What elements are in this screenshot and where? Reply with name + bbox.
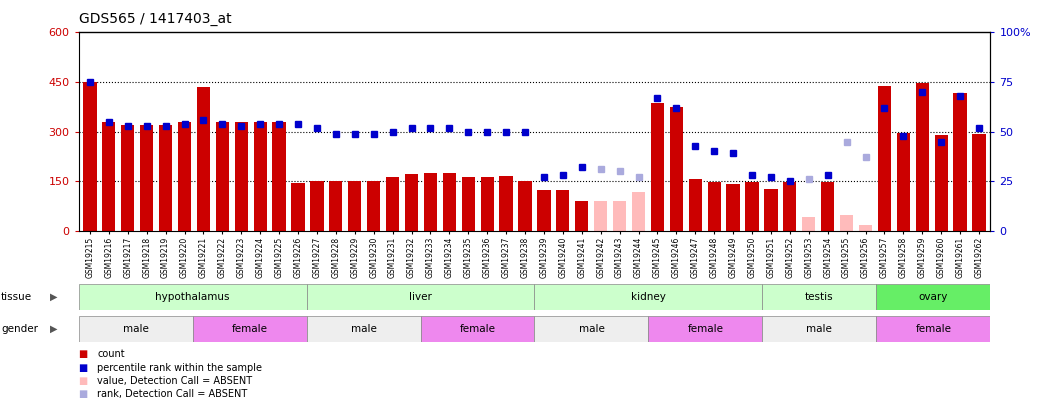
Text: female: female (687, 324, 723, 334)
Bar (707, 182, 721, 231)
Text: kidney: kidney (631, 292, 665, 302)
Bar (103, 122, 115, 231)
Bar (405, 174, 418, 231)
Bar (254, 122, 267, 231)
Bar (613, 201, 627, 231)
Text: male: male (123, 324, 149, 334)
Bar (876, 316, 990, 342)
Bar (178, 122, 191, 231)
Bar (538, 190, 550, 231)
Bar (140, 125, 153, 231)
Bar (575, 201, 588, 231)
Bar (310, 181, 324, 231)
Bar (386, 177, 399, 231)
Bar (420, 316, 534, 342)
Text: female: female (232, 324, 267, 334)
Bar (197, 87, 210, 231)
Text: ■: ■ (79, 390, 88, 399)
Text: female: female (915, 324, 952, 334)
Text: GDS565 / 1417403_at: GDS565 / 1417403_at (79, 12, 232, 26)
Text: ovary: ovary (919, 292, 948, 302)
Text: gender: gender (1, 324, 38, 334)
Text: hypothalamus: hypothalamus (155, 292, 230, 302)
Bar (534, 316, 649, 342)
Bar (859, 225, 872, 231)
Bar (272, 122, 286, 231)
Text: male: male (351, 324, 376, 334)
Text: male: male (807, 324, 832, 334)
Bar (556, 190, 569, 231)
Bar (651, 102, 664, 231)
Bar (916, 83, 929, 231)
Bar (235, 122, 248, 231)
Text: value, Detection Call = ABSENT: value, Detection Call = ABSENT (97, 376, 253, 386)
Bar (329, 181, 343, 231)
Text: tissue: tissue (1, 292, 32, 302)
Bar (649, 316, 762, 342)
Bar (876, 284, 990, 310)
Bar (840, 215, 853, 231)
Bar (897, 133, 910, 231)
Bar (973, 134, 985, 231)
Bar (348, 181, 362, 231)
Text: rank, Detection Call = ABSENT: rank, Detection Call = ABSENT (97, 390, 247, 399)
Bar (481, 177, 494, 231)
Bar (783, 182, 796, 231)
Text: ▶: ▶ (50, 292, 58, 302)
Bar (291, 183, 305, 231)
Text: female: female (459, 324, 496, 334)
Bar (84, 82, 96, 231)
Bar (519, 181, 531, 231)
Bar (79, 316, 193, 342)
Bar (821, 182, 834, 231)
Bar (306, 284, 534, 310)
Bar (306, 316, 420, 342)
Bar (745, 182, 759, 231)
Bar (935, 135, 947, 231)
Bar (689, 179, 702, 231)
Bar (878, 86, 891, 231)
Bar (762, 284, 876, 310)
Text: ▶: ▶ (50, 324, 58, 334)
Bar (594, 201, 607, 231)
Bar (500, 176, 512, 231)
Bar (79, 284, 306, 310)
Bar (534, 284, 762, 310)
Text: male: male (578, 324, 605, 334)
Text: ■: ■ (79, 363, 88, 373)
Bar (670, 107, 683, 231)
Text: count: count (97, 350, 125, 359)
Bar (632, 192, 646, 231)
Bar (462, 177, 475, 231)
Bar (367, 181, 380, 231)
Text: percentile rank within the sample: percentile rank within the sample (97, 363, 262, 373)
Bar (423, 173, 437, 231)
Text: testis: testis (805, 292, 834, 302)
Text: liver: liver (409, 292, 432, 302)
Bar (193, 316, 306, 342)
Bar (762, 316, 876, 342)
Bar (122, 125, 134, 231)
Text: ■: ■ (79, 376, 88, 386)
Text: ■: ■ (79, 350, 88, 359)
Bar (726, 184, 740, 231)
Bar (802, 217, 815, 231)
Bar (216, 122, 228, 231)
Bar (159, 125, 172, 231)
Bar (764, 188, 778, 231)
Bar (442, 173, 456, 231)
Bar (954, 93, 966, 231)
